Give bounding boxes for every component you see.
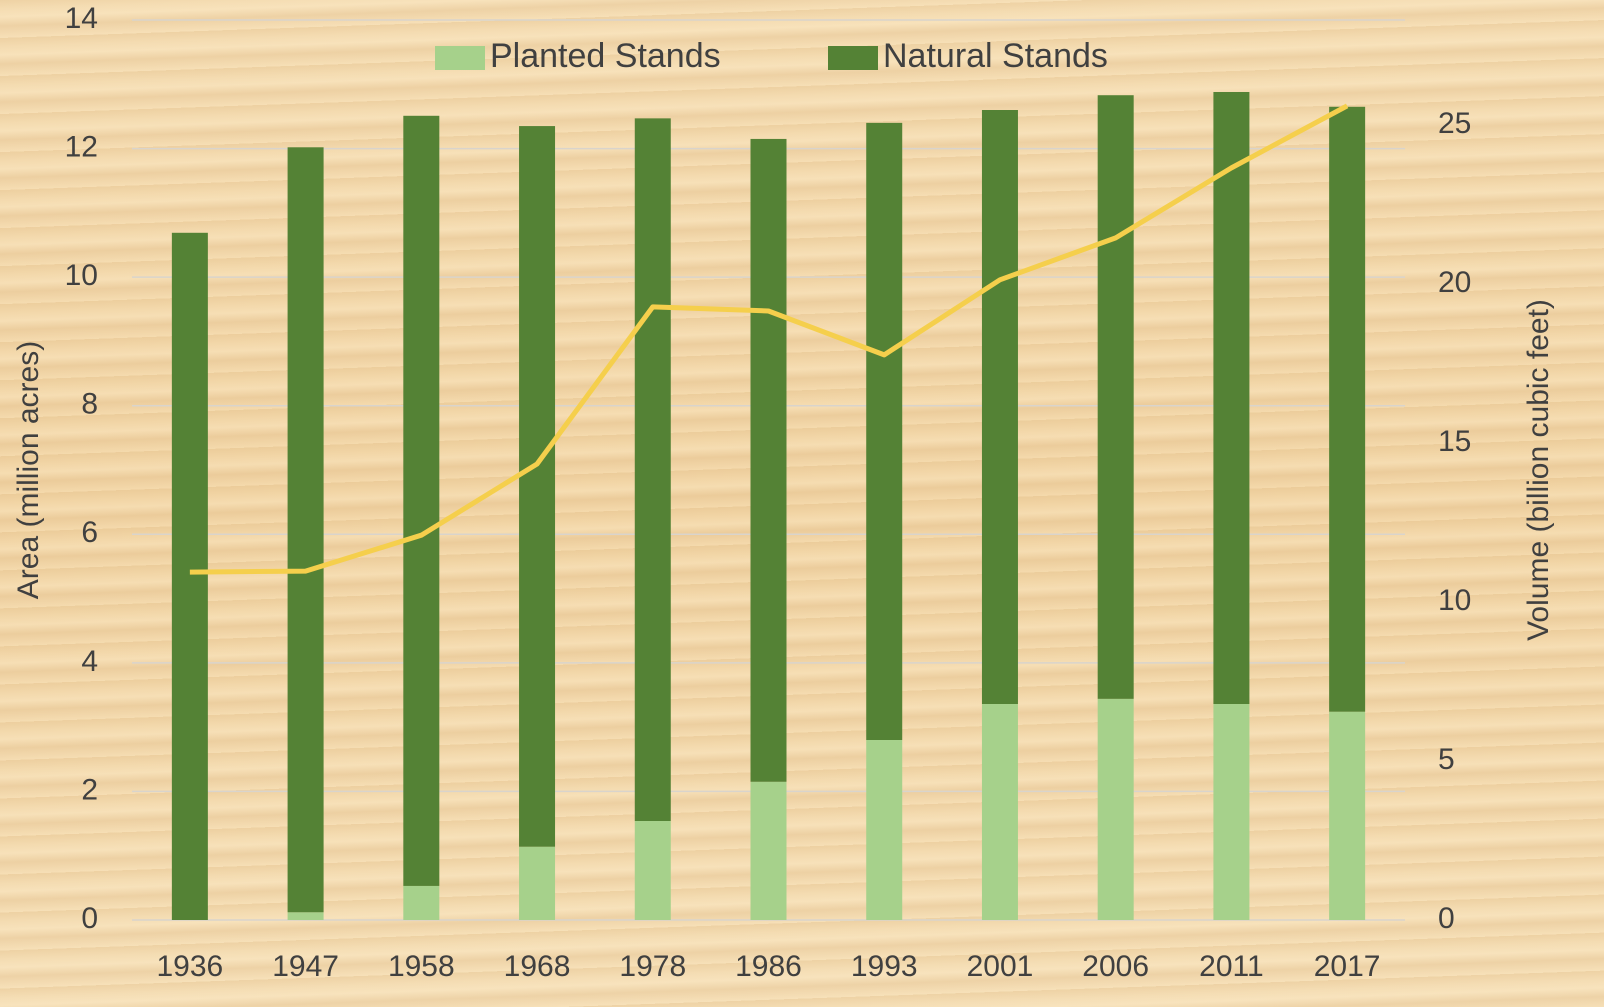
y2-tick-label: 5	[1438, 743, 1455, 776]
bar	[172, 233, 208, 920]
y2-tick-label: 25	[1438, 107, 1471, 140]
legend-label: Planted Stands	[490, 37, 721, 75]
bar	[1213, 92, 1249, 704]
y-tick-label: 6	[81, 516, 98, 549]
bar	[1213, 704, 1249, 920]
bar	[1098, 699, 1134, 920]
bar	[288, 912, 324, 920]
bar	[635, 821, 671, 920]
x-tick-label: 1936	[156, 950, 223, 983]
y-axis-label: Area (million acres)	[12, 341, 45, 599]
bar	[1329, 712, 1365, 920]
y-tick-label: 14	[65, 2, 98, 35]
bar	[1098, 95, 1134, 699]
x-tick-label: 2011	[1199, 950, 1264, 983]
x-tick-label: 1986	[735, 950, 802, 983]
x-tick-label: 1968	[504, 950, 571, 983]
legend-swatch	[435, 46, 485, 70]
bar	[403, 116, 439, 886]
x-tick-label: 1993	[851, 950, 918, 983]
y-tick-label: 8	[81, 388, 98, 421]
x-tick-label: 1947	[272, 950, 339, 983]
bar	[982, 704, 1018, 920]
chart: Area (million acres) Volume (billion cub…	[0, 0, 1604, 1007]
x-tick-label: 2006	[1082, 950, 1149, 983]
y-tick-label: 0	[81, 902, 98, 935]
legend-label: Natural Stands	[883, 37, 1108, 75]
bar	[288, 147, 324, 912]
legend-swatch	[828, 46, 878, 70]
bar	[635, 118, 671, 821]
y2-axis-label: Volume (billion cubic feet)	[1522, 299, 1555, 641]
x-tick-label: 1978	[619, 950, 686, 983]
y-tick-label: 12	[65, 130, 98, 163]
bar	[751, 139, 787, 782]
bar	[1329, 107, 1365, 712]
x-tick-label: 1958	[388, 950, 455, 983]
y-tick-label: 10	[65, 259, 98, 292]
bar	[982, 110, 1018, 704]
y-tick-label: 4	[81, 645, 98, 678]
bar	[751, 782, 787, 920]
y2-tick-label: 0	[1438, 902, 1455, 935]
y2-tick-label: 15	[1438, 425, 1471, 458]
y-tick-label: 2	[81, 773, 98, 806]
page: Area (million acres) Volume (billion cub…	[0, 0, 1604, 1007]
bar	[519, 847, 555, 920]
x-tick-label: 2001	[967, 950, 1034, 983]
y2-tick-label: 20	[1438, 266, 1471, 299]
bar	[866, 740, 902, 920]
bar	[519, 126, 555, 847]
y2-tick-label: 10	[1438, 584, 1471, 617]
x-tick-label: 2017	[1314, 950, 1381, 983]
bar	[403, 886, 439, 920]
bar	[866, 123, 902, 740]
